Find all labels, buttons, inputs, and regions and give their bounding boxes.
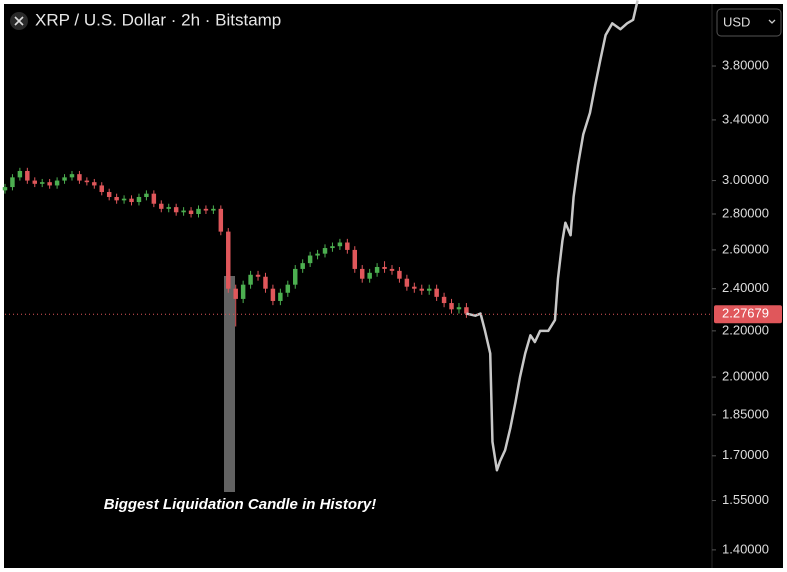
candle-body [263, 276, 268, 289]
candle-body [404, 278, 410, 287]
y-tick-label: 3.40000 [722, 111, 769, 126]
y-tick-label: 1.70000 [722, 447, 769, 462]
candle-body [69, 174, 75, 178]
candle-body [270, 288, 276, 301]
candle-body [456, 307, 462, 310]
last-price-label: 2.27679 [722, 306, 769, 321]
candle-body [166, 207, 171, 209]
candle-body [367, 272, 372, 279]
y-tick-label: 2.20000 [722, 322, 769, 337]
projection-line [466, 0, 639, 472]
y-tick-label: 1.40000 [722, 541, 769, 556]
candle-body [337, 242, 343, 247]
candle-body [359, 268, 365, 279]
candle-body [151, 193, 157, 204]
last-price-badge [714, 305, 782, 324]
candle-body [285, 284, 291, 293]
candle-body [330, 246, 335, 249]
y-tick-label: 2.80000 [722, 205, 769, 220]
candle-body [382, 266, 387, 269]
currency-select[interactable] [716, 8, 782, 37]
candle-body [32, 180, 38, 184]
candle-body [345, 242, 350, 250]
candle-body [412, 286, 417, 289]
y-tick-label: 3.80000 [722, 57, 769, 72]
candle-body [300, 263, 305, 269]
candle-body [159, 203, 164, 209]
candle-body [226, 231, 231, 289]
candle-body [106, 192, 112, 198]
candle-body [419, 288, 424, 291]
chart-title: XRP / U.S. Dollar · 2h · Bitstamp [35, 10, 281, 29]
candle-body [374, 266, 380, 273]
candle-body [144, 193, 149, 198]
currency-label: USD [723, 14, 750, 29]
y-tick-label: 1.55000 [722, 492, 769, 507]
candle-body [233, 288, 238, 299]
candle-body [426, 288, 432, 291]
candle-body [248, 274, 253, 285]
y-tick-label: 3.00000 [722, 172, 769, 187]
candle-body [255, 274, 261, 277]
candle-body [188, 210, 194, 215]
candle-body [211, 208, 216, 211]
candle-body [17, 170, 23, 178]
candle-body [434, 288, 439, 297]
candle-body [136, 197, 142, 203]
candle-body [203, 208, 209, 211]
y-tick-label: 2.60000 [722, 241, 769, 256]
candle-body [25, 170, 30, 181]
candle-body [389, 268, 395, 271]
candle-body [92, 182, 97, 186]
candle-body [441, 296, 447, 304]
candle-body [39, 182, 45, 184]
candle-body [99, 185, 104, 193]
candle-body [196, 208, 201, 215]
candle-body [307, 255, 313, 264]
candle-body [121, 198, 127, 201]
candle-body [218, 208, 224, 232]
candle-body [10, 177, 15, 188]
chart-background [4, 4, 783, 568]
highlight-bar [224, 276, 235, 492]
candle-body [173, 207, 179, 213]
annotation: Biggest Liquidation Candle in History! [104, 496, 377, 513]
candle-body [84, 180, 90, 183]
candle-body [293, 268, 298, 285]
y-tick-label: 2.00000 [722, 368, 769, 383]
close-icon [14, 16, 24, 26]
candle-body [464, 307, 469, 314]
candle-body [397, 270, 402, 279]
candle-body [47, 182, 52, 186]
candle-body [54, 180, 60, 186]
candle-body [114, 197, 119, 201]
candle-body [77, 174, 82, 181]
candle-body [2, 187, 8, 191]
candle-body [129, 198, 134, 203]
candle-body [240, 284, 246, 299]
y-tick-label: 1.85000 [722, 406, 769, 421]
candle-body [62, 177, 67, 181]
candle-body [181, 210, 186, 213]
candle-body [449, 303, 454, 310]
candle-body [352, 249, 358, 269]
candle-body [278, 292, 283, 301]
candle-body [322, 248, 328, 254]
dropdown-arrow [768, 19, 776, 24]
y-tick-label: 2.40000 [722, 280, 769, 295]
candle-body [315, 253, 320, 256]
